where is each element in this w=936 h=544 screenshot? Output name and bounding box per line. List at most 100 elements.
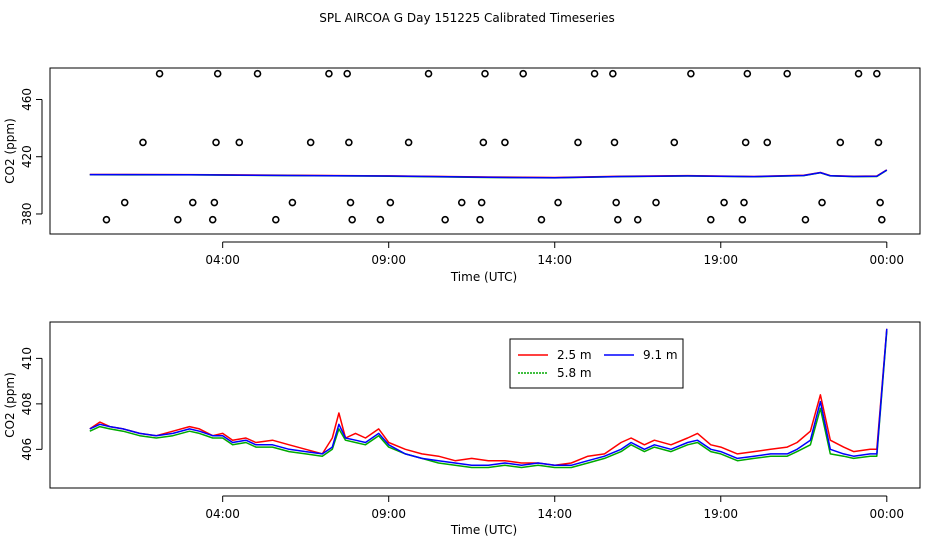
- x-tick-label: 00:00: [869, 253, 904, 267]
- calibration-point: [854, 69, 863, 78]
- calibration-point: [652, 198, 660, 207]
- y-tick-label: 408: [20, 392, 34, 415]
- timeseries-panel: 04:00 09:00 14:00 19:00 00:00 406 408 410 Time…: [3, 321, 921, 537]
- calibration-point: [574, 138, 582, 147]
- y-tick-label: 420: [20, 145, 34, 168]
- y-tick-label: 380: [20, 203, 34, 226]
- calibration-point: [253, 69, 262, 78]
- x-tick-label: 09:00: [371, 253, 406, 267]
- series-line-9-1-m: [89, 328, 888, 467]
- series-line-9-1-m: [89, 169, 888, 179]
- calibration-point: [345, 138, 353, 147]
- calibration-point: [139, 138, 147, 147]
- calibration-panel: 04:00 09:00 14:00 19:00 00:00 380 420 460 Time…: [3, 67, 921, 284]
- y-tick-label: 460: [20, 88, 34, 111]
- calibration-point: [537, 215, 546, 224]
- calibration-point: [687, 69, 695, 78]
- calibration-y-axis-label: CO2 (ppm): [3, 118, 17, 184]
- calibration-point: [818, 198, 826, 207]
- figure-title: SPL AIRCOA G Day 151225 Calibrated Times…: [319, 11, 614, 25]
- calibration-point: [386, 198, 395, 207]
- calibration-marks: [89, 69, 888, 224]
- calibration-point: [346, 198, 355, 207]
- x-tick-label: 04:00: [205, 253, 240, 267]
- calibration-point: [720, 198, 728, 207]
- calibration-point: [519, 69, 527, 78]
- calibration-point: [740, 198, 748, 207]
- calibration-point: [325, 69, 333, 78]
- legend-box: [509, 338, 684, 389]
- calibration-point: [102, 215, 111, 224]
- calibration-point: [457, 198, 466, 207]
- calibration-x-axis-label: Time (UTC): [450, 270, 517, 284]
- y-tick-label: 406: [20, 438, 34, 461]
- timeseries-y-axis-label: CO2 (ppm): [3, 372, 17, 438]
- x-tick-label: 04:00: [205, 507, 240, 521]
- calibration-point: [481, 69, 489, 78]
- calibration-point: [213, 69, 222, 78]
- calibration-point: [609, 69, 617, 78]
- timeseries-y-axis: 406 408 410: [20, 347, 43, 461]
- calibration-point: [424, 69, 433, 78]
- calibration-point: [477, 198, 486, 207]
- calibration-point: [738, 215, 747, 224]
- calibration-point: [479, 138, 488, 147]
- calibration-point: [501, 138, 509, 147]
- calibration-point: [614, 215, 622, 224]
- legend-label-2-5m: 2.5 m: [557, 348, 592, 362]
- calibration-point: [212, 138, 220, 147]
- calibration-point: [155, 69, 164, 78]
- x-tick-label: 09:00: [371, 507, 406, 521]
- calibration-plot-frame: [49, 67, 921, 235]
- legend-label-5-8m: 5.8 m: [557, 366, 592, 380]
- x-tick-label: 14:00: [537, 253, 572, 267]
- calibration-point: [404, 138, 413, 147]
- calibration-point: [348, 215, 356, 224]
- calibration-point: [801, 215, 810, 224]
- calibration-point: [590, 69, 599, 78]
- calibration-point: [741, 138, 750, 147]
- calibration-point: [306, 138, 315, 147]
- calibration-y-axis: 380 420 460: [20, 88, 43, 226]
- calibration-point: [874, 138, 883, 147]
- calibration-x-axis: 04:00 09:00 14:00 19:00 00:00: [205, 241, 904, 267]
- calibration-point: [476, 215, 484, 224]
- x-tick-label: 14:00: [537, 507, 572, 521]
- calibration-point: [876, 198, 884, 207]
- calibration-point: [441, 215, 449, 224]
- calibration-point: [670, 138, 679, 147]
- calibration-point: [610, 138, 619, 147]
- calibration-point: [612, 198, 620, 207]
- calibration-point: [188, 198, 197, 207]
- series-line-5-8-m: [89, 331, 888, 469]
- calibration-point: [633, 215, 642, 224]
- calibration-point: [873, 69, 881, 78]
- timeseries-plot-frame: [49, 321, 921, 489]
- legend: 2.5 m 9.1 m 5.8 m: [509, 338, 684, 389]
- calibration-point: [174, 215, 182, 224]
- x-tick-label: 00:00: [869, 507, 904, 521]
- calibration-point: [235, 138, 244, 147]
- timeseries-x-axis: 04:00 09:00 14:00 19:00 00:00: [205, 495, 904, 521]
- timeseries-marks: [89, 328, 888, 469]
- calibration-point: [376, 215, 385, 224]
- timeseries-x-axis-label: Time (UTC): [450, 523, 517, 537]
- x-tick-label: 19:00: [703, 253, 738, 267]
- series-line-2-5-m: [89, 328, 888, 467]
- legend-label-9-1m: 9.1 m: [643, 348, 678, 362]
- calibration-point: [554, 198, 562, 207]
- calibration-point: [272, 215, 280, 224]
- y-tick-label: 410: [20, 347, 34, 370]
- x-tick-label: 19:00: [703, 507, 738, 521]
- calibration-point: [120, 198, 129, 207]
- calibration-point: [763, 138, 772, 147]
- calibration-point: [878, 215, 886, 224]
- calibration-point: [210, 198, 219, 207]
- calibration-point: [836, 138, 845, 147]
- calibration-point: [707, 215, 715, 224]
- calibration-point: [783, 69, 791, 78]
- calibration-point: [343, 69, 351, 78]
- calibration-point: [743, 69, 752, 78]
- calibration-point: [288, 198, 297, 207]
